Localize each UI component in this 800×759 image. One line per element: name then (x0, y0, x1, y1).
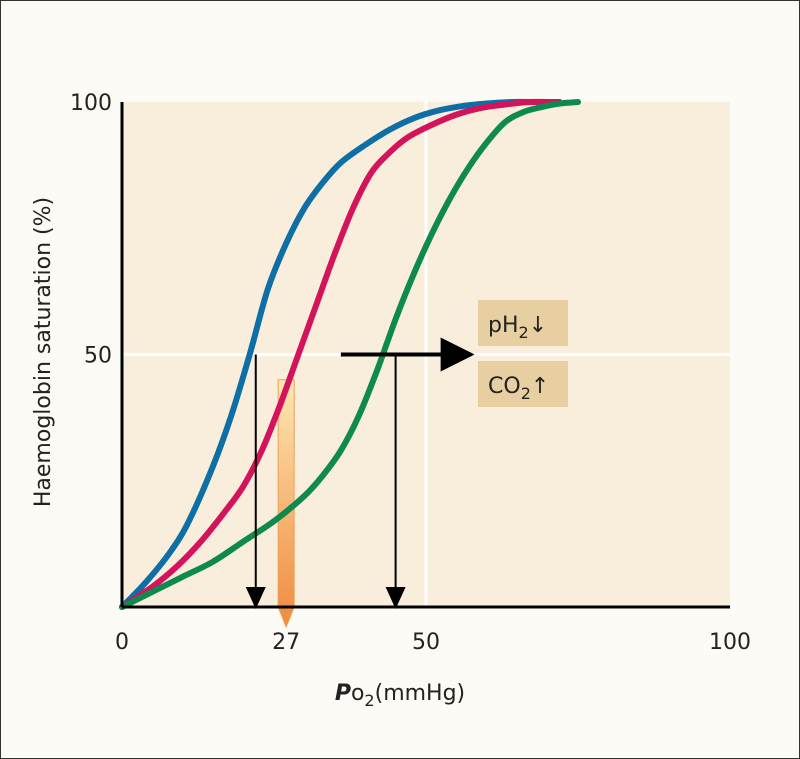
p50-arrow-head-1 (385, 587, 406, 609)
ph-arrow: ↓ (529, 313, 547, 338)
ph-main: pH (488, 313, 519, 338)
x-axis-title-o: o (351, 681, 364, 706)
x-axis-title-unit: (mmHg) (375, 681, 466, 706)
co2-sub: 2 (521, 384, 531, 403)
co2-label: CO2↑ (488, 374, 549, 403)
arrows-group (245, 337, 475, 609)
y-tick-label-50: 50 (84, 344, 112, 369)
ph-box: pH2↓ (478, 300, 568, 346)
middle-curve (119, 98, 563, 610)
left-curve (119, 98, 557, 610)
ph-label: pH2↓ (488, 313, 547, 342)
co2-box: CO2↑ (478, 361, 568, 407)
shift-arrow-head (440, 337, 475, 372)
x-tick-label-0: 0 (115, 630, 129, 655)
x-axis-title: Po2(mmHg) (335, 681, 465, 710)
x-axis-title-p: P (335, 681, 351, 706)
x-axis-title-sub: 2 (364, 691, 374, 710)
y-tick-label-100: 100 (70, 91, 112, 116)
p50-arrow-head-0 (245, 587, 266, 609)
co2-main: CO (488, 374, 521, 399)
ph-sub: 2 (519, 323, 529, 342)
x-tick-label-50: 50 (412, 630, 440, 655)
y-axis-title: Haemoglobin saturation (%) (31, 197, 56, 507)
tick-labels-group: 0 27 50 100 50 100 (70, 91, 751, 655)
axes-group (120, 102, 730, 609)
x-tick-label-27: 27 (272, 630, 300, 655)
right-curve (119, 99, 581, 610)
co2-arrow: ↑ (531, 374, 549, 399)
curves-group (119, 98, 581, 610)
x-tick-label-100: 100 (709, 630, 751, 655)
